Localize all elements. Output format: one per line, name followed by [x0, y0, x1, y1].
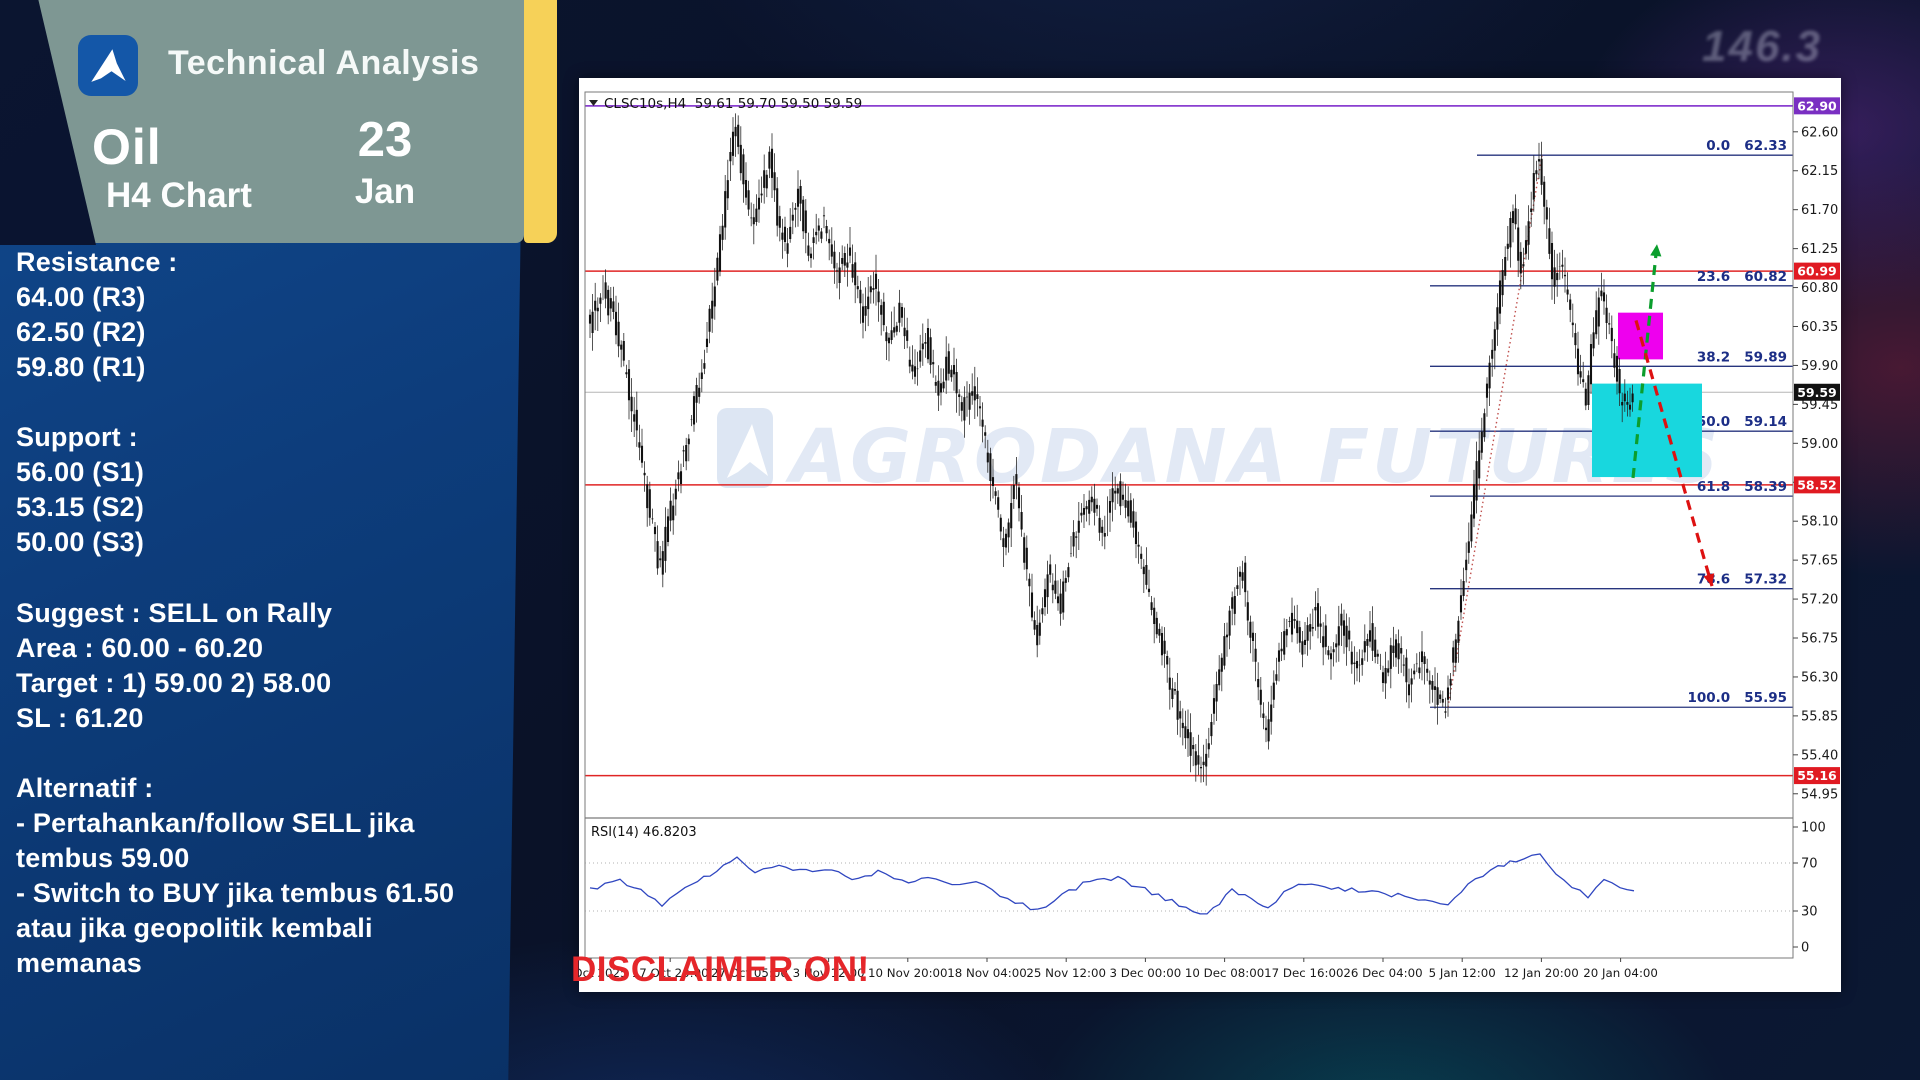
price-chart: AGRODANA FUTURES 0.0 62.33 23.6 60.82 38.2 …: [579, 91, 1840, 980]
svg-text:RSI(14) 46.8203: RSI(14) 46.8203: [591, 825, 697, 840]
svg-text:CLSC10s,H4 59.61 59.70 59.50: CLSC10s,H4 59.61 59.70 59.50 59.59: [604, 96, 862, 112]
chart-card: AGRODANA FUTURES 0.0 62.33 23.6 60.82 38.2 …: [579, 78, 1841, 992]
svg-text:59.59: 59.59: [1797, 385, 1837, 400]
svg-text:27 Oct 05:00: 27 Oct 05:00: [711, 966, 788, 980]
alternatif-line-2: tembus 59.00: [16, 843, 190, 873]
resistance-title: Resistance :: [16, 247, 178, 277]
svg-text:58.52: 58.52: [1797, 477, 1837, 492]
svg-text:0: 0: [1801, 941, 1809, 956]
date-day: 23: [357, 113, 413, 167]
area-line: Area : 60.00 - 60.20: [16, 633, 264, 663]
rsi-pane: 100 70 30 0 RSI(14) 46.8203: [585, 821, 1826, 956]
support-title: Support :: [16, 422, 138, 452]
trade-arrows: [1631, 244, 1715, 587]
suggest-line: Suggest : SELL on Rally: [16, 598, 333, 628]
svg-text:10 Oct 2025: 10 Oct 2025: [579, 966, 627, 980]
svg-text:3 Dec 00:00: 3 Dec 00:00: [1109, 966, 1181, 980]
svg-text:56.75: 56.75: [1801, 632, 1838, 647]
svg-text:5 Jan 12:00: 5 Jan 12:00: [1429, 966, 1496, 980]
svg-text:59.90: 59.90: [1801, 359, 1838, 374]
chart-frame: [584, 91, 1794, 959]
svg-text:56.30: 56.30: [1801, 670, 1838, 685]
alternatif-line-4: atau jika geopolitik kembali: [16, 913, 373, 943]
brand-logo: [78, 35, 138, 96]
svg-text:10 Dec 08:00: 10 Dec 08:00: [1185, 966, 1264, 980]
svg-text:100.0 55.95: 100.0 55.95: [1687, 690, 1787, 706]
resistance-block: Resistance : 64.00 (R3) 62.50 (R2) 59.80…: [16, 245, 516, 385]
svg-text:25 Nov 12:00: 25 Nov 12:00: [1026, 966, 1106, 980]
svg-text:58.10: 58.10: [1801, 515, 1838, 530]
svg-text:17 Oct 20:00: 17 Oct 20:00: [632, 966, 709, 980]
header-accent-bar: [524, 0, 557, 243]
instrument-title: Oil: [92, 119, 162, 175]
svg-text:62.60: 62.60: [1801, 125, 1838, 140]
symbol-info: CLSC10s,H4 59.61 59.70 59.50 59.59: [589, 96, 862, 112]
stoploss-line: SL : 61.20: [16, 703, 144, 733]
svg-text:54.95: 54.95: [1801, 787, 1838, 802]
svg-text:57.65: 57.65: [1801, 554, 1838, 569]
chevron-down-icon: [589, 100, 598, 106]
highlight-boxes: [1592, 312, 1702, 478]
svg-text:AGRODANA FUTURES: AGRODANA FUTURES: [785, 414, 1722, 500]
alternatif-title: Alternatif :: [16, 773, 154, 803]
suggestion-block: Suggest : SELL on Rally Area : 60.00 - 6…: [16, 596, 516, 736]
svg-text:26 Dec 04:00: 26 Dec 04:00: [1343, 966, 1422, 980]
svg-text:20 Jan 04:00: 20 Jan 04:00: [1583, 966, 1658, 980]
svg-text:60.80: 60.80: [1801, 281, 1838, 296]
svg-text:60.35: 60.35: [1801, 320, 1838, 335]
support-s3: 50.00 (S3): [16, 527, 145, 557]
svg-text:3 Nov 12:00: 3 Nov 12:00: [793, 966, 865, 980]
support-s1: 56.00 (S1): [16, 457, 145, 487]
disclaimer-text: DISCLAIMER ON!: [571, 950, 870, 989]
brand-title: Technical Analysis: [168, 44, 480, 82]
date-month: Jan: [354, 172, 416, 211]
svg-text:59.00: 59.00: [1801, 437, 1838, 452]
target-line: Target : 1) 59.00 2) 58.00: [16, 668, 332, 698]
price-axis: 62.60 62.15 61.70 61.25 60.80 60.35 59.90 59.45…: [1793, 97, 1840, 802]
svg-text:55.40: 55.40: [1801, 748, 1838, 763]
svg-text:10 Nov 20:00: 10 Nov 20:00: [868, 966, 948, 980]
resistance-r2: 62.50 (R2): [16, 317, 146, 347]
svg-text:61.70: 61.70: [1801, 203, 1838, 218]
candles: [588, 113, 1634, 786]
watermark: AGRODANA FUTURES: [717, 408, 1722, 500]
support-block: Support : 56.00 (S1) 53.15 (S2) 50.00 (S…: [16, 420, 516, 560]
alternatif-line-3: - Switch to BUY jika tembus 61.50: [16, 878, 455, 908]
svg-text:12 Jan 20:00: 12 Jan 20:00: [1504, 966, 1579, 980]
svg-text:23.6 60.82: 23.6 60.82: [1697, 269, 1787, 285]
svg-text:55.16: 55.16: [1797, 768, 1837, 783]
alternatif-line-1: - Pertahankan/follow SELL jika: [16, 808, 415, 838]
alternative-block: Alternatif : - Pertahankan/follow SELL j…: [16, 771, 516, 981]
svg-text:62.90: 62.90: [1797, 98, 1837, 113]
svg-text:60.99: 60.99: [1797, 264, 1837, 279]
support-s2: 53.15 (S2): [16, 492, 145, 522]
svg-text:62.15: 62.15: [1801, 164, 1838, 179]
resistance-r1: 59.80 (R1): [16, 352, 146, 382]
svg-text:55.85: 55.85: [1801, 709, 1838, 724]
background-ticker-number: 146.3: [1702, 22, 1823, 71]
fib-levels: 0.0 62.33 23.6 60.82 38.2 59.89 50.0 59.14 6…: [1430, 138, 1793, 708]
svg-text:17 Dec 16:00: 17 Dec 16:00: [1264, 966, 1343, 980]
svg-text:59.45: 59.45: [1801, 398, 1838, 413]
svg-text:18 Nov 04:00: 18 Nov 04:00: [947, 966, 1027, 980]
sell-arrow-icon: [1703, 573, 1715, 587]
svg-text:50.0 59.14: 50.0 59.14: [1697, 414, 1787, 430]
svg-text:30: 30: [1801, 905, 1818, 920]
horizontal-lines: [585, 104, 1793, 777]
svg-text:78.6 57.32: 78.6 57.32: [1697, 572, 1787, 588]
svg-text:70: 70: [1801, 857, 1818, 872]
svg-text:100: 100: [1801, 821, 1826, 836]
alternatif-line-5: memanas: [16, 948, 142, 978]
svg-text:38.2 59.89: 38.2 59.89: [1697, 349, 1787, 365]
svg-text:0.0 62.33: 0.0 62.33: [1706, 138, 1787, 154]
arrow-logo-icon: [91, 48, 126, 82]
buy-arrow-icon: [1650, 244, 1662, 257]
timeframe-label: H4 Chart: [106, 176, 252, 215]
svg-text:61.25: 61.25: [1801, 242, 1838, 257]
svg-text:57.20: 57.20: [1801, 593, 1838, 608]
resistance-r3: 64.00 (R3): [16, 282, 146, 312]
svg-text:61.8 58.39: 61.8 58.39: [1697, 479, 1787, 495]
